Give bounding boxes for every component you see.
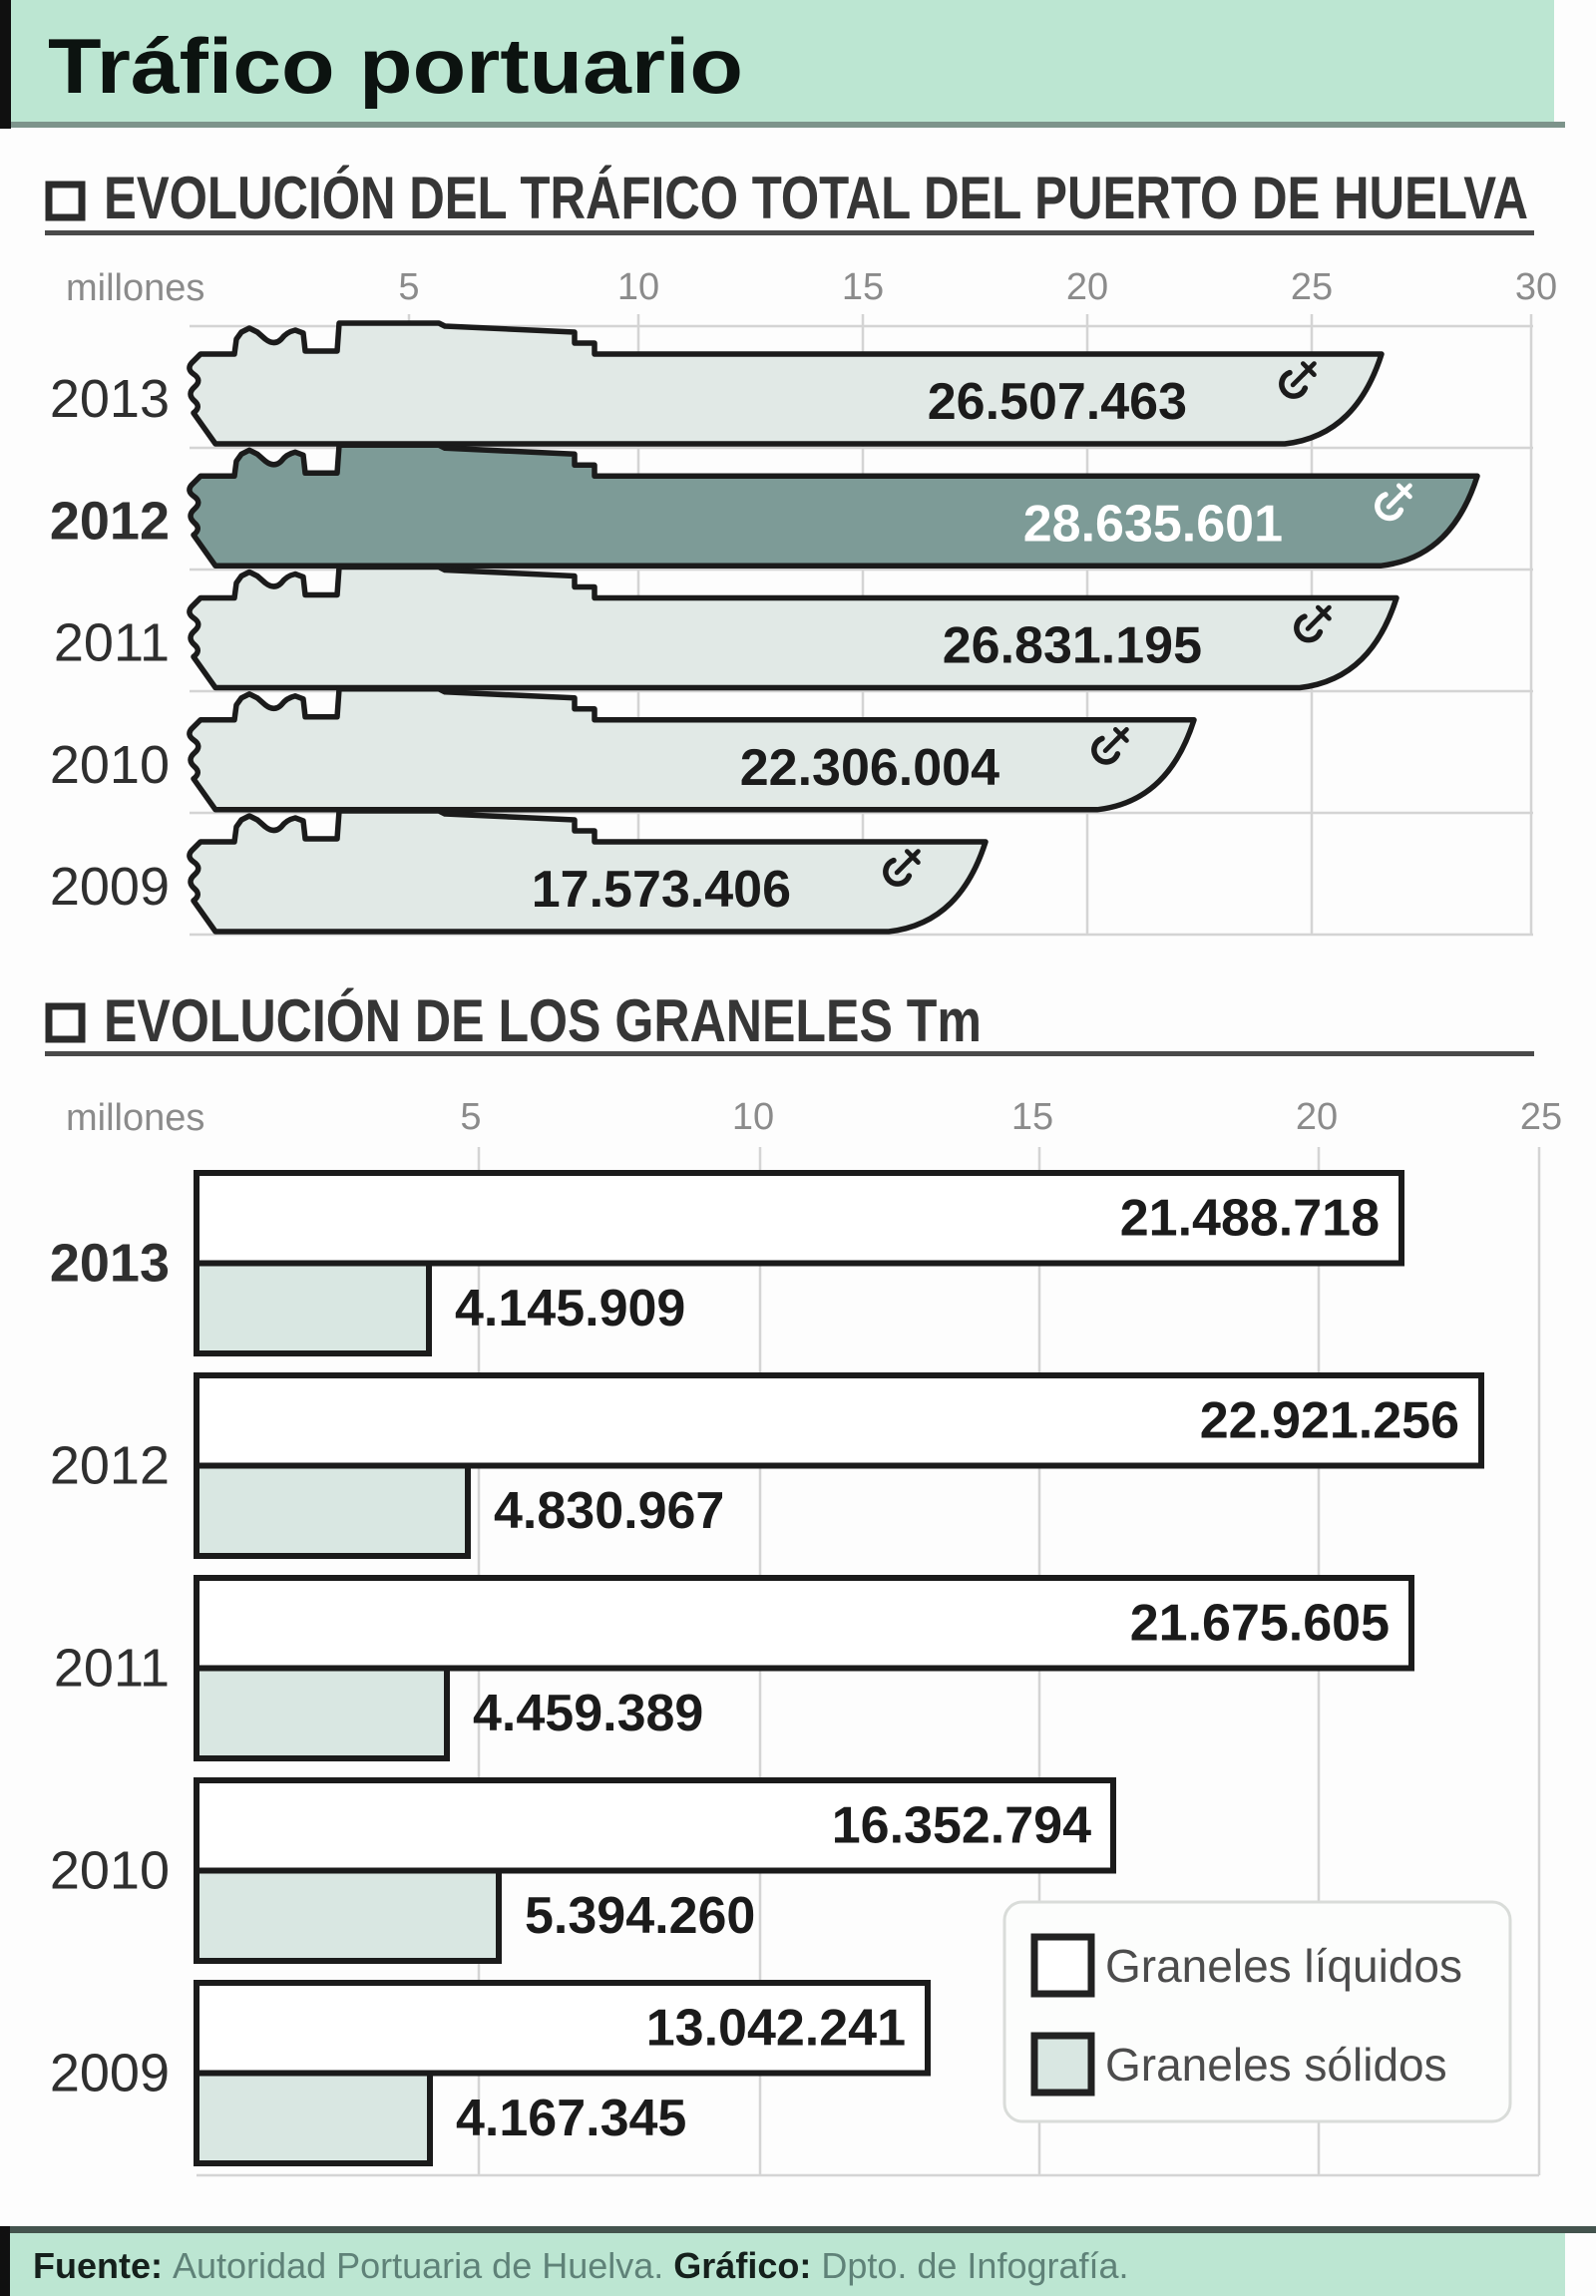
- svg-text:4.167.345: 4.167.345: [456, 2090, 686, 2147]
- svg-text:Graneles líquidos: Graneles líquidos: [1105, 1940, 1462, 1992]
- svg-text:30: 30: [1515, 266, 1557, 308]
- svg-text:millones: millones: [66, 267, 204, 309]
- svg-text:Tráfico portuario: Tráfico portuario: [48, 22, 743, 110]
- svg-text:2010: 2010: [50, 735, 170, 795]
- svg-text:2011: 2011: [54, 613, 170, 673]
- svg-text:2009: 2009: [50, 857, 170, 917]
- svg-text:25: 25: [1520, 1096, 1562, 1138]
- svg-text:EVOLUCIÓN DEL TRÁFICO TOTAL DE: EVOLUCIÓN DEL TRÁFICO TOTAL DEL PUERTO D…: [104, 165, 1528, 231]
- svg-text:2013: 2013: [50, 369, 170, 429]
- svg-text:20: 20: [1296, 1096, 1338, 1138]
- svg-text:2012: 2012: [50, 1436, 170, 1496]
- svg-text:Graneles sólidos: Graneles sólidos: [1105, 2039, 1447, 2091]
- svg-text:25: 25: [1291, 266, 1333, 308]
- svg-text:10: 10: [617, 266, 659, 308]
- svg-text:5.394.260: 5.394.260: [525, 1887, 755, 1945]
- svg-text:22.921.256: 22.921.256: [1200, 1391, 1459, 1449]
- svg-text:5: 5: [398, 266, 419, 308]
- svg-text:4.459.389: 4.459.389: [473, 1685, 703, 1742]
- svg-text:15: 15: [1011, 1096, 1053, 1138]
- svg-text:10: 10: [732, 1096, 774, 1138]
- svg-text:13.042.241: 13.042.241: [646, 1999, 906, 2057]
- svg-text:15: 15: [842, 266, 884, 308]
- svg-text:2010: 2010: [50, 1841, 170, 1901]
- svg-text:2011: 2011: [54, 1639, 170, 1699]
- svg-text:Fuente: Autoridad Portuaria de: Fuente: Autoridad Portuaria de Huelva. G…: [33, 2245, 1129, 2286]
- svg-text:4.830.967: 4.830.967: [494, 1482, 724, 1540]
- svg-text:28.635.601: 28.635.601: [1023, 495, 1283, 553]
- svg-text:2012: 2012: [50, 491, 170, 551]
- svg-text:2009: 2009: [50, 2044, 170, 2104]
- svg-text:26.831.195: 26.831.195: [943, 617, 1202, 675]
- svg-text:2013: 2013: [50, 1234, 170, 1294]
- svg-text:20: 20: [1066, 266, 1108, 308]
- svg-text:5: 5: [460, 1096, 481, 1138]
- svg-text:17.573.406: 17.573.406: [532, 861, 791, 919]
- svg-text:26.507.463: 26.507.463: [928, 373, 1187, 431]
- svg-text:EVOLUCIÓN DE LOS GRANELES Tm: EVOLUCIÓN DE LOS GRANELES Tm: [104, 987, 982, 1054]
- svg-text:millones: millones: [66, 1097, 204, 1139]
- svg-text:16.352.794: 16.352.794: [832, 1796, 1091, 1854]
- svg-text:22.306.004: 22.306.004: [740, 739, 999, 797]
- svg-text:21.675.605: 21.675.605: [1130, 1594, 1390, 1652]
- svg-text:21.488.718: 21.488.718: [1120, 1189, 1380, 1247]
- svg-text:4.145.909: 4.145.909: [455, 1280, 685, 1338]
